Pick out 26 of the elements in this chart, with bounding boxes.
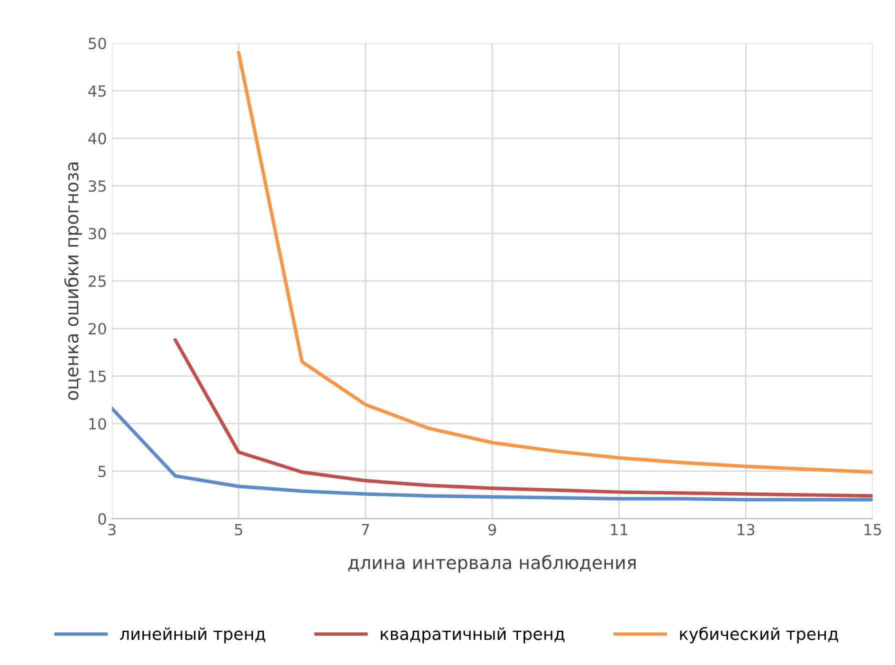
x-tick-label: 3 <box>108 524 116 536</box>
x-tick-label: 9 <box>488 524 496 536</box>
line-series <box>174 338 873 498</box>
y-tick-label: 10 <box>89 418 106 430</box>
legend-label: кубический тренд <box>680 626 838 644</box>
y-tick-label: 50 <box>88 38 106 50</box>
line-series <box>236 51 873 474</box>
x-tick-label: 7 <box>362 524 370 536</box>
legend-label: линейный тренд <box>120 627 266 644</box>
y-tick-label: 35 <box>88 180 106 192</box>
y-tick-label: 45 <box>88 85 106 97</box>
y-tick-label: 25 <box>88 275 106 287</box>
x-tick-label: 11 <box>611 524 628 536</box>
y-tick-label: 0 <box>98 513 106 525</box>
y-tick-label: 20 <box>88 322 106 335</box>
legend-label: квадратичный тренд <box>380 627 564 644</box>
y-tick-label: 30 <box>88 228 106 240</box>
y-axis-title: оценка ошибки прогноза <box>64 162 82 400</box>
line-series <box>112 406 873 502</box>
y-tick-label: 40 <box>88 132 106 144</box>
y-tick-label: 15 <box>89 370 106 382</box>
x-axis-title: длина интервала наблюдения <box>348 555 636 573</box>
y-tick-label: 5 <box>98 466 106 478</box>
x-tick-label: 13 <box>738 524 754 536</box>
x-tick-label: 15 <box>864 524 882 536</box>
x-tick-label: 5 <box>234 524 242 536</box>
